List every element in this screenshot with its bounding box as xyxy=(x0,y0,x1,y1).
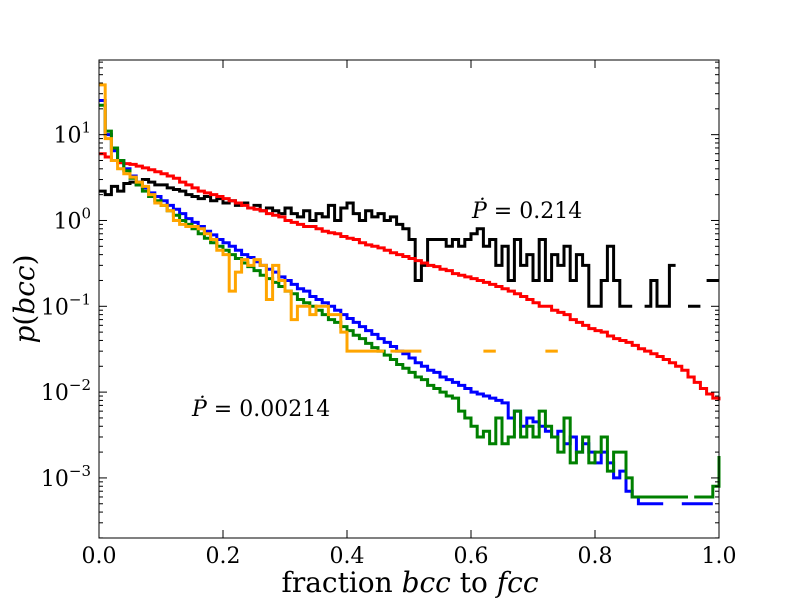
x-axis-label-var2: fcc xyxy=(495,566,539,599)
y-axis-label-fn: p xyxy=(8,326,41,344)
y-tick-label: 10−2 xyxy=(41,376,91,406)
series-red-line xyxy=(99,152,721,401)
y-axis-label-close: ) xyxy=(8,254,41,265)
annotation-top-pdot: Ṗ xyxy=(471,197,488,224)
plot-frame xyxy=(98,59,720,539)
y-axis-label-open: ( xyxy=(8,315,41,326)
x-tick-label: 0.0 xyxy=(82,544,117,569)
y-axis-label: p(bcc) xyxy=(8,254,41,343)
x-tick-label: 1.0 xyxy=(702,544,737,569)
x-tick-label: 0.6 xyxy=(454,544,489,569)
x-axis-label-prefix: fraction xyxy=(281,566,401,599)
y-tick-label: 100 xyxy=(53,204,91,234)
y-axis-label-var: bcc xyxy=(8,265,41,315)
x-tick-label: 0.4 xyxy=(330,544,365,569)
series-orange-line xyxy=(99,83,558,353)
x-axis-label-mid: to xyxy=(451,566,497,599)
x-axis-label: fraction bcc to fcc xyxy=(281,566,538,599)
x-tick-label: 0.8 xyxy=(578,544,613,569)
x-tick-label: 0.2 xyxy=(206,544,241,569)
y-tick-label: 101 xyxy=(53,119,91,149)
annotation-top-value: = 0.214 xyxy=(487,199,582,224)
annotation-bottom-pdot: Ṗ xyxy=(191,395,208,422)
series--0-214-line xyxy=(99,178,719,308)
annotation-bottom-value: = 0.00214 xyxy=(207,397,330,422)
annotation-top: Ṗ = 0.214 xyxy=(471,197,582,224)
plot-frame-bg xyxy=(99,60,719,538)
series-layer xyxy=(99,83,721,506)
y-tick-label: 10−1 xyxy=(41,290,91,320)
series-blue-line xyxy=(99,99,713,506)
x-axis-label-var1: bcc xyxy=(402,566,452,599)
ticks-layer: 0.0 0.2 0.4 0.6 0.8 1.0 101 100 10−1 10−2 10−3 xyxy=(41,60,737,569)
y-tick-label: 10−3 xyxy=(41,462,91,492)
annotation-bottom: Ṗ = 0.00214 xyxy=(191,395,330,422)
